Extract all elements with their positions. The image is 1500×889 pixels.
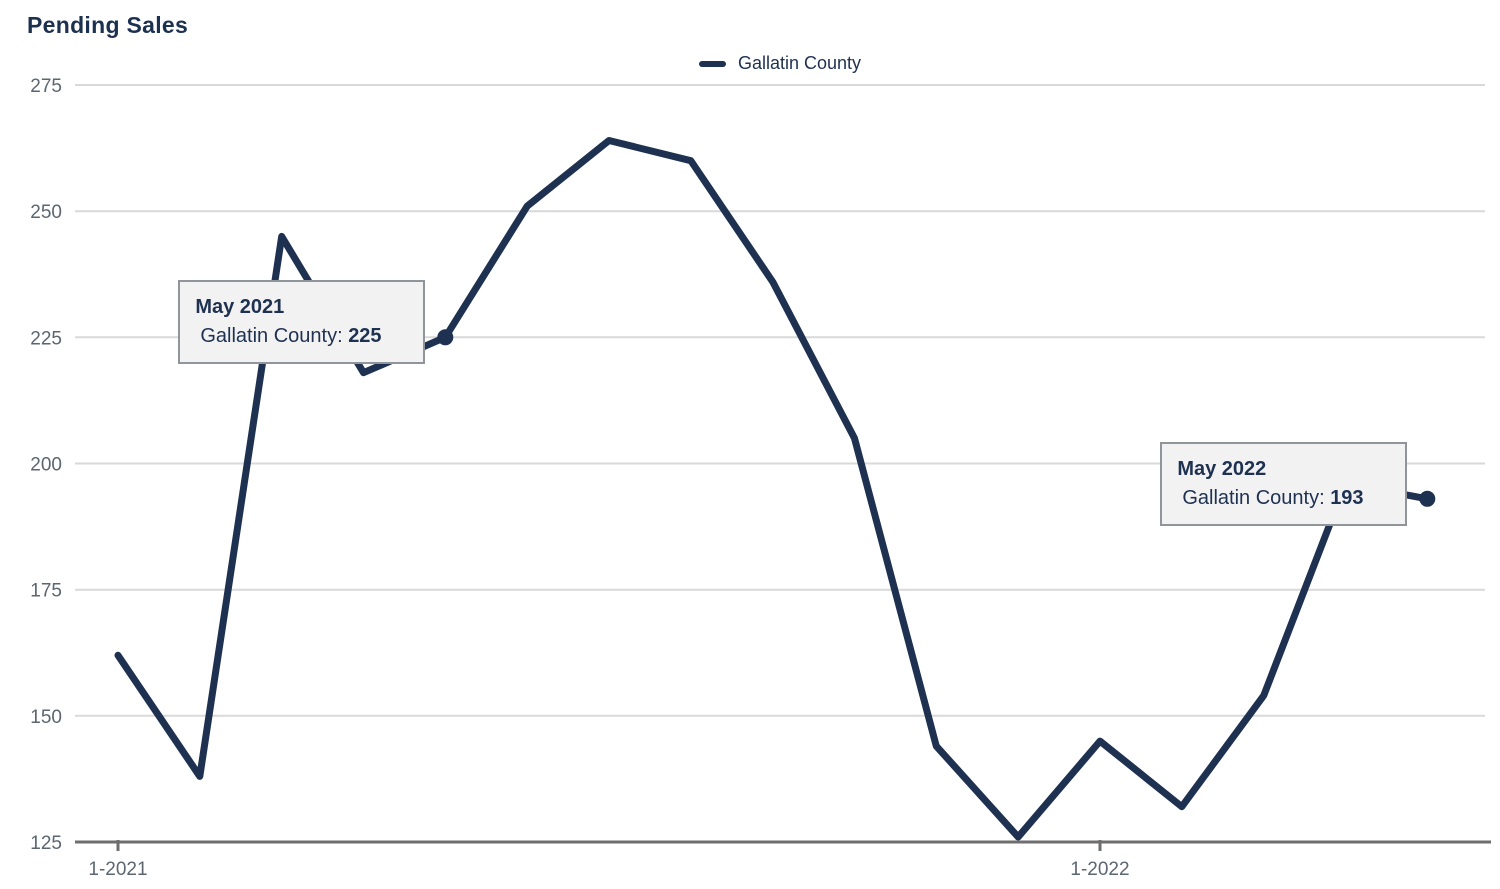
y-tick-label-125: 125 [30, 833, 62, 854]
y-tick-label-225: 225 [30, 328, 62, 349]
x-tick-label-1-2021: 1-2021 [88, 859, 147, 880]
y-tick-label-250: 250 [30, 202, 62, 223]
tooltip-may-2022: May 2022 Gallatin County: 193 [1160, 441, 1408, 526]
tooltip-series-label: Gallatin County: [200, 325, 343, 348]
y-tick-label-200: 200 [30, 455, 62, 476]
tooltip-title: May 2021 [195, 296, 285, 319]
legend-line-swatch [698, 60, 726, 67]
chart-title: Pending Sales [27, 12, 189, 38]
tooltip-value-row: Gallatin County: 193 [1177, 484, 1393, 513]
y-tick-label-150: 150 [30, 707, 62, 728]
tooltip-value: 193 [1330, 486, 1364, 509]
legend: Gallatin County [75, 53, 1485, 74]
legend-item-gallatin-county[interactable]: Gallatin County [698, 53, 862, 74]
tooltip-value: 225 [348, 325, 382, 348]
data-point-marker-may-2021[interactable] [437, 329, 454, 346]
tooltip-value-row: Gallatin County: 225 [195, 322, 411, 351]
tooltip-title: May 2022 [1177, 457, 1267, 480]
data-point-marker-may-2022[interactable] [1419, 490, 1436, 507]
tooltip-may-2021: May 2021 Gallatin County: 225 [178, 280, 426, 365]
y-tick-label-275: 275 [30, 76, 62, 97]
legend-label: Gallatin County [737, 53, 862, 73]
x-tick-label-1-2022: 1-2022 [1070, 859, 1129, 880]
tooltip-series-label: Gallatin County: [1182, 486, 1325, 509]
y-tick-label-175: 175 [30, 581, 62, 602]
